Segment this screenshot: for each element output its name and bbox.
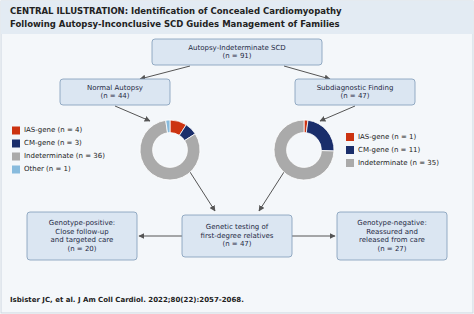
legend-swatch (12, 140, 20, 148)
arrow (292, 236, 335, 237)
donut (140, 120, 200, 180)
box-label-line: and targeted care (51, 236, 114, 244)
box-label-line: Reassured and (366, 228, 418, 236)
legend-swatch (346, 133, 354, 141)
box-label-line: (n = 20) (67, 245, 96, 253)
arrow (115, 106, 150, 121)
slice (274, 120, 334, 180)
legend-entry: Other (n = 1) (24, 165, 71, 173)
box-label: Normal Autopsy(n = 44) (87, 84, 143, 101)
legend-entry: Indeterminate (n = 36) (24, 152, 105, 160)
arrow (284, 66, 330, 79)
box (60, 79, 170, 105)
arrow (259, 172, 284, 211)
donut (274, 120, 334, 180)
box-label-line: (n = 44) (100, 92, 129, 100)
legend-entry: CM-gene (n = 11) (358, 146, 421, 154)
box-label: Genotype-positive:Close follow-upand tar… (49, 219, 115, 253)
box-label-line: Genetic testing of (206, 223, 269, 231)
subtitle: Following Autopsy-Inconclusive SCD Guide… (10, 19, 340, 29)
arrow (139, 236, 182, 237)
box-label-line: released from care (359, 236, 425, 244)
box-label: Autopsy-Indeterminate SCD(n = 91) (188, 44, 285, 61)
box-label-line: Close follow-up (55, 228, 109, 236)
box (337, 212, 447, 260)
legend-entry: Indeterminate (n = 35) (358, 159, 439, 167)
arrow (190, 172, 215, 211)
citation: Isbister JC, et al. J Am Coll Cardiol. 2… (10, 296, 244, 304)
legend: IAS-gene (n = 1) CM-gene (n = 11) Indeterm… (346, 133, 439, 167)
box-label-line: Subdiagnostic Finding (317, 84, 394, 92)
legend-swatch (12, 166, 20, 174)
header-band (1, 1, 473, 34)
box (182, 215, 292, 257)
box-label-line: Genotype-negative: (357, 219, 427, 227)
box-label: Genotype-negative:Reassured andreleased … (357, 219, 427, 253)
box (27, 212, 137, 260)
box-label: Genetic testing offirst-degree relatives… (200, 223, 273, 248)
chart-svg: CENTRAL ILLUSTRATION: Identification of … (0, 0, 474, 314)
legend-entry: IAS-gene (n = 1) (358, 133, 416, 141)
legend-swatch (346, 159, 354, 167)
slice (306, 120, 334, 151)
box-label-line: Autopsy-Indeterminate SCD (188, 44, 285, 52)
slice (166, 120, 170, 133)
box-label: Subdiagnostic Finding(n = 47) (317, 84, 394, 101)
legend-swatch (12, 127, 20, 135)
box-label-line: first-degree relatives (200, 232, 273, 240)
box-label-line: Genotype-positive: (49, 219, 115, 227)
legend-swatch (12, 153, 20, 161)
legend-entry: IAS-gene (n = 4) (24, 126, 82, 134)
legend: IAS-gene (n = 4) CM-gene (n = 3) Indetermi… (12, 126, 105, 173)
legend-swatch (346, 146, 354, 154)
title: CENTRAL ILLUSTRATION: Identification of … (10, 6, 342, 16)
arrow (320, 106, 355, 121)
box (295, 79, 415, 105)
box-label-line: (n = 47) (340, 92, 369, 100)
box-label-line: Normal Autopsy (87, 84, 143, 92)
legend-entry: CM-gene (n = 3) (24, 139, 82, 147)
box-label-line: (n = 47) (222, 240, 251, 248)
box (152, 39, 322, 65)
box-label-line: (n = 91) (222, 52, 251, 60)
background (1, 1, 473, 313)
box-label-line: (n = 27) (377, 245, 406, 253)
slice (140, 120, 200, 180)
arrow (140, 66, 190, 79)
